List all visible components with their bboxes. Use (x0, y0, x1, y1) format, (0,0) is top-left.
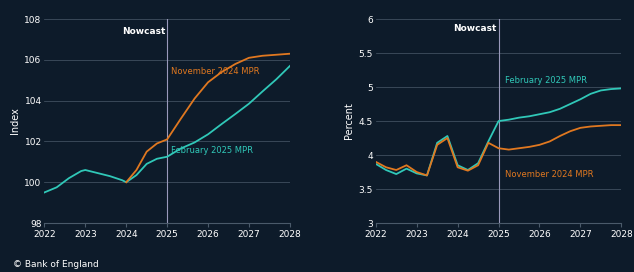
Text: © Bank of England: © Bank of England (13, 260, 98, 269)
Text: Nowcast: Nowcast (453, 24, 496, 33)
Text: November 2024 MPR: November 2024 MPR (505, 169, 593, 179)
Text: February 2025 MPR: February 2025 MPR (171, 146, 253, 154)
Y-axis label: Index: Index (10, 108, 20, 134)
Text: November 2024 MPR: November 2024 MPR (171, 67, 260, 76)
Y-axis label: Percent: Percent (344, 103, 354, 140)
Text: February 2025 MPR: February 2025 MPR (505, 76, 586, 85)
Text: Nowcast: Nowcast (122, 27, 165, 36)
